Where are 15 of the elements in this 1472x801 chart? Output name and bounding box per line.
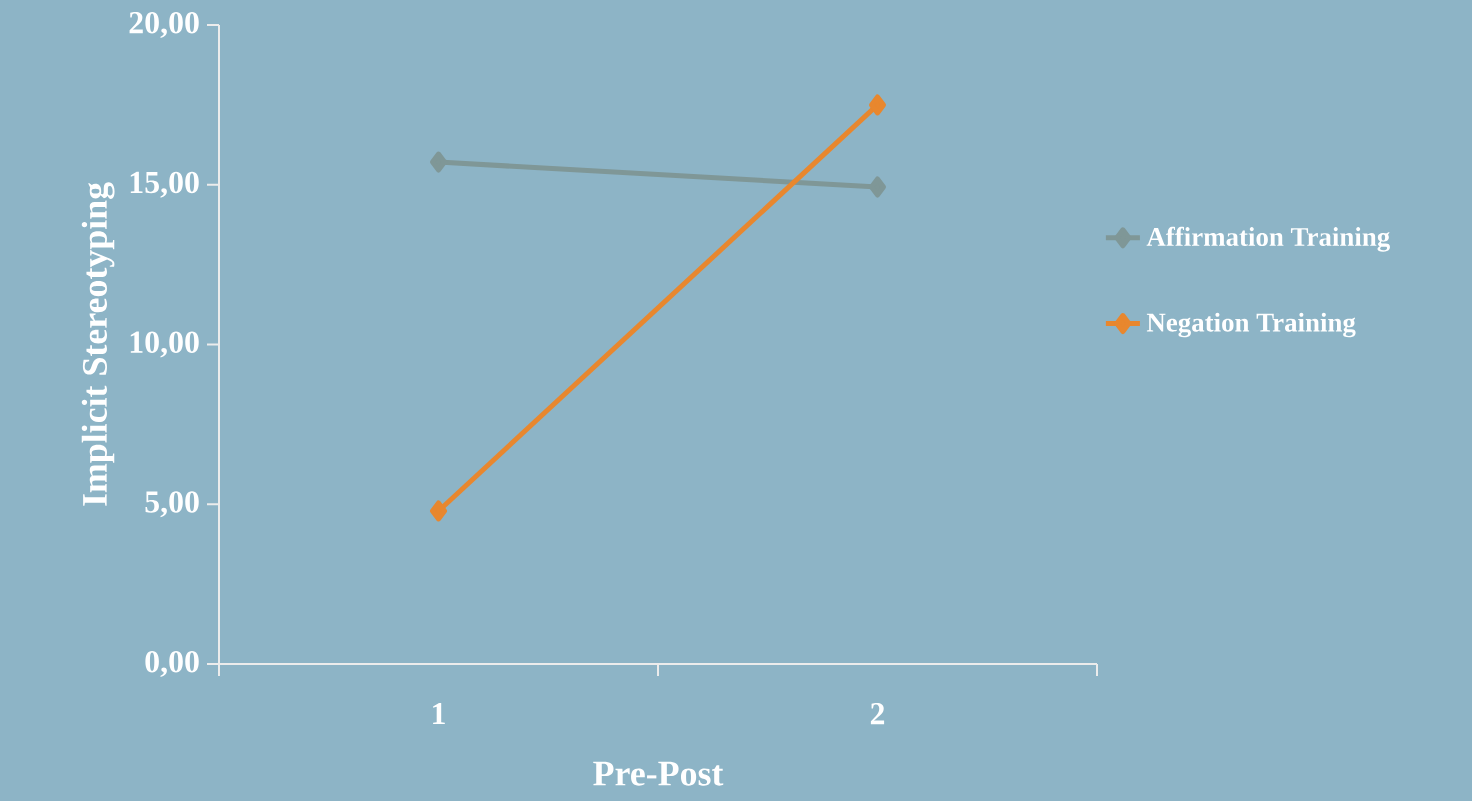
point — [869, 176, 887, 198]
y-tick-label: 15,00 — [130, 171, 199, 198]
x-axis-title: Pre-Post — [593, 761, 724, 786]
y-tick-label: 5,00 — [145, 491, 199, 518]
x-tick-label: 2 — [870, 703, 885, 725]
point — [430, 500, 448, 522]
y-tick-label: 0,00 — [145, 650, 199, 678]
point — [869, 94, 887, 116]
x-tick-label: 1 — [433, 703, 445, 725]
y-tick-label: 10,00 — [130, 331, 199, 358]
y-tick-label: 20,00 — [129, 11, 199, 39]
point — [430, 151, 448, 173]
legend-label: Negation Training — [1146, 312, 1356, 338]
y-axis-title: Implicit Stereotyping — [81, 182, 115, 506]
legend-label: Affirmation Training — [1146, 226, 1390, 252]
